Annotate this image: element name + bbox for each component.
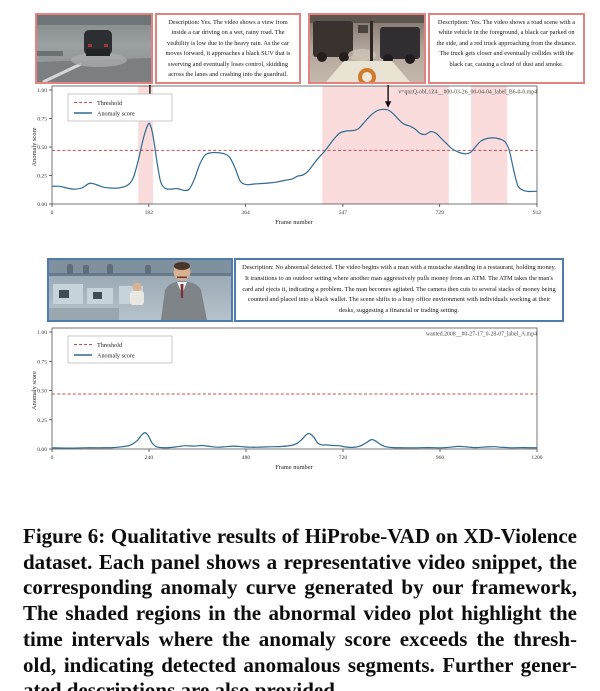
svg-text:0: 0: [51, 455, 54, 461]
svg-text:1.00: 1.00: [37, 88, 47, 94]
svg-text:v=qnzQ-obL1Z4__#00-03-26_00-04: v=qnzQ-obL1Z4__#00-03-26_00-04-04_label_…: [398, 90, 537, 96]
svg-text:729: 729: [436, 210, 445, 216]
description-abnormal-2: Description: Yes. The video shows a road…: [428, 13, 585, 84]
svg-text:1.00: 1.00: [37, 330, 47, 336]
svg-text:0.50: 0.50: [37, 389, 47, 395]
svg-text:Frame number: Frame number: [275, 219, 313, 225]
svg-text:912: 912: [533, 210, 542, 216]
svg-text:Anomaly score: Anomaly score: [31, 127, 38, 166]
svg-text:Anomaly score: Anomaly score: [97, 353, 135, 360]
caption-line: Figure 6: Qualitative results of HiProbe…: [23, 524, 577, 548]
svg-text:Frame number: Frame number: [275, 464, 313, 471]
caption-line: ated descriptions are also provided.: [23, 678, 341, 691]
rainy-road-crash-illustration: [37, 15, 151, 82]
caption-line: time intervals where the anomaly score e…: [23, 626, 577, 651]
svg-text:0.00: 0.00: [37, 447, 47, 453]
street-collision-illustration: [310, 15, 424, 82]
svg-text:0: 0: [51, 210, 54, 216]
caption-line: old, indicating detected anomalous segme…: [23, 652, 577, 677]
svg-text:182: 182: [145, 210, 154, 216]
svg-text:Threshold: Threshold: [97, 100, 123, 107]
svg-text:720: 720: [339, 455, 348, 461]
anomaly-chart-abnormal: 0.00 0.25 0.50 0.75 1.00 0 182 364 547 7…: [31, 85, 542, 225]
anomaly-chart-normal: 0.00 0.25 0.50 0.75 1.00 0 240 480 720 9…: [31, 327, 543, 471]
svg-text:0.00: 0.00: [37, 202, 47, 208]
svg-text:0.75: 0.75: [37, 359, 47, 365]
svg-text:480: 480: [242, 455, 251, 461]
svg-text:547: 547: [339, 210, 348, 216]
office-scene-illustration: [49, 260, 231, 320]
svg-text:240: 240: [145, 455, 154, 461]
caption-line: The shaded regions in the abnormal video…: [23, 601, 577, 626]
video-frame-abnormal-2: [308, 13, 426, 84]
figure-caption: Figure 6: Qualitative results of HiProbe…: [23, 524, 577, 691]
svg-text:960: 960: [436, 455, 445, 461]
video-frame-normal: [47, 258, 233, 322]
svg-text:wanted.2008__#0-27-17_0-28-07_: wanted.2008__#0-27-17_0-28-07_label_A.mp…: [426, 332, 537, 338]
video-frame-abnormal-1: [35, 13, 153, 84]
svg-text:364: 364: [241, 210, 250, 216]
description-normal: Description: No abnormal detected. The v…: [234, 258, 564, 322]
svg-text:0.75: 0.75: [37, 117, 47, 123]
svg-text:Threshold: Threshold: [97, 342, 123, 349]
svg-text:Anomaly score: Anomaly score: [97, 111, 135, 118]
caption-line: corresponding anomaly curve generated by…: [23, 575, 577, 600]
svg-text:0.25: 0.25: [37, 174, 47, 180]
svg-text:1200: 1200: [531, 455, 542, 461]
caption-line: dataset. Each panel shows a representati…: [23, 549, 577, 574]
svg-text:0.50: 0.50: [37, 145, 47, 151]
description-abnormal-1: Description: Yes. The video shows a view…: [155, 13, 301, 84]
svg-text:Anomaly score: Anomaly score: [31, 371, 38, 410]
svg-text:0.25: 0.25: [37, 418, 47, 424]
